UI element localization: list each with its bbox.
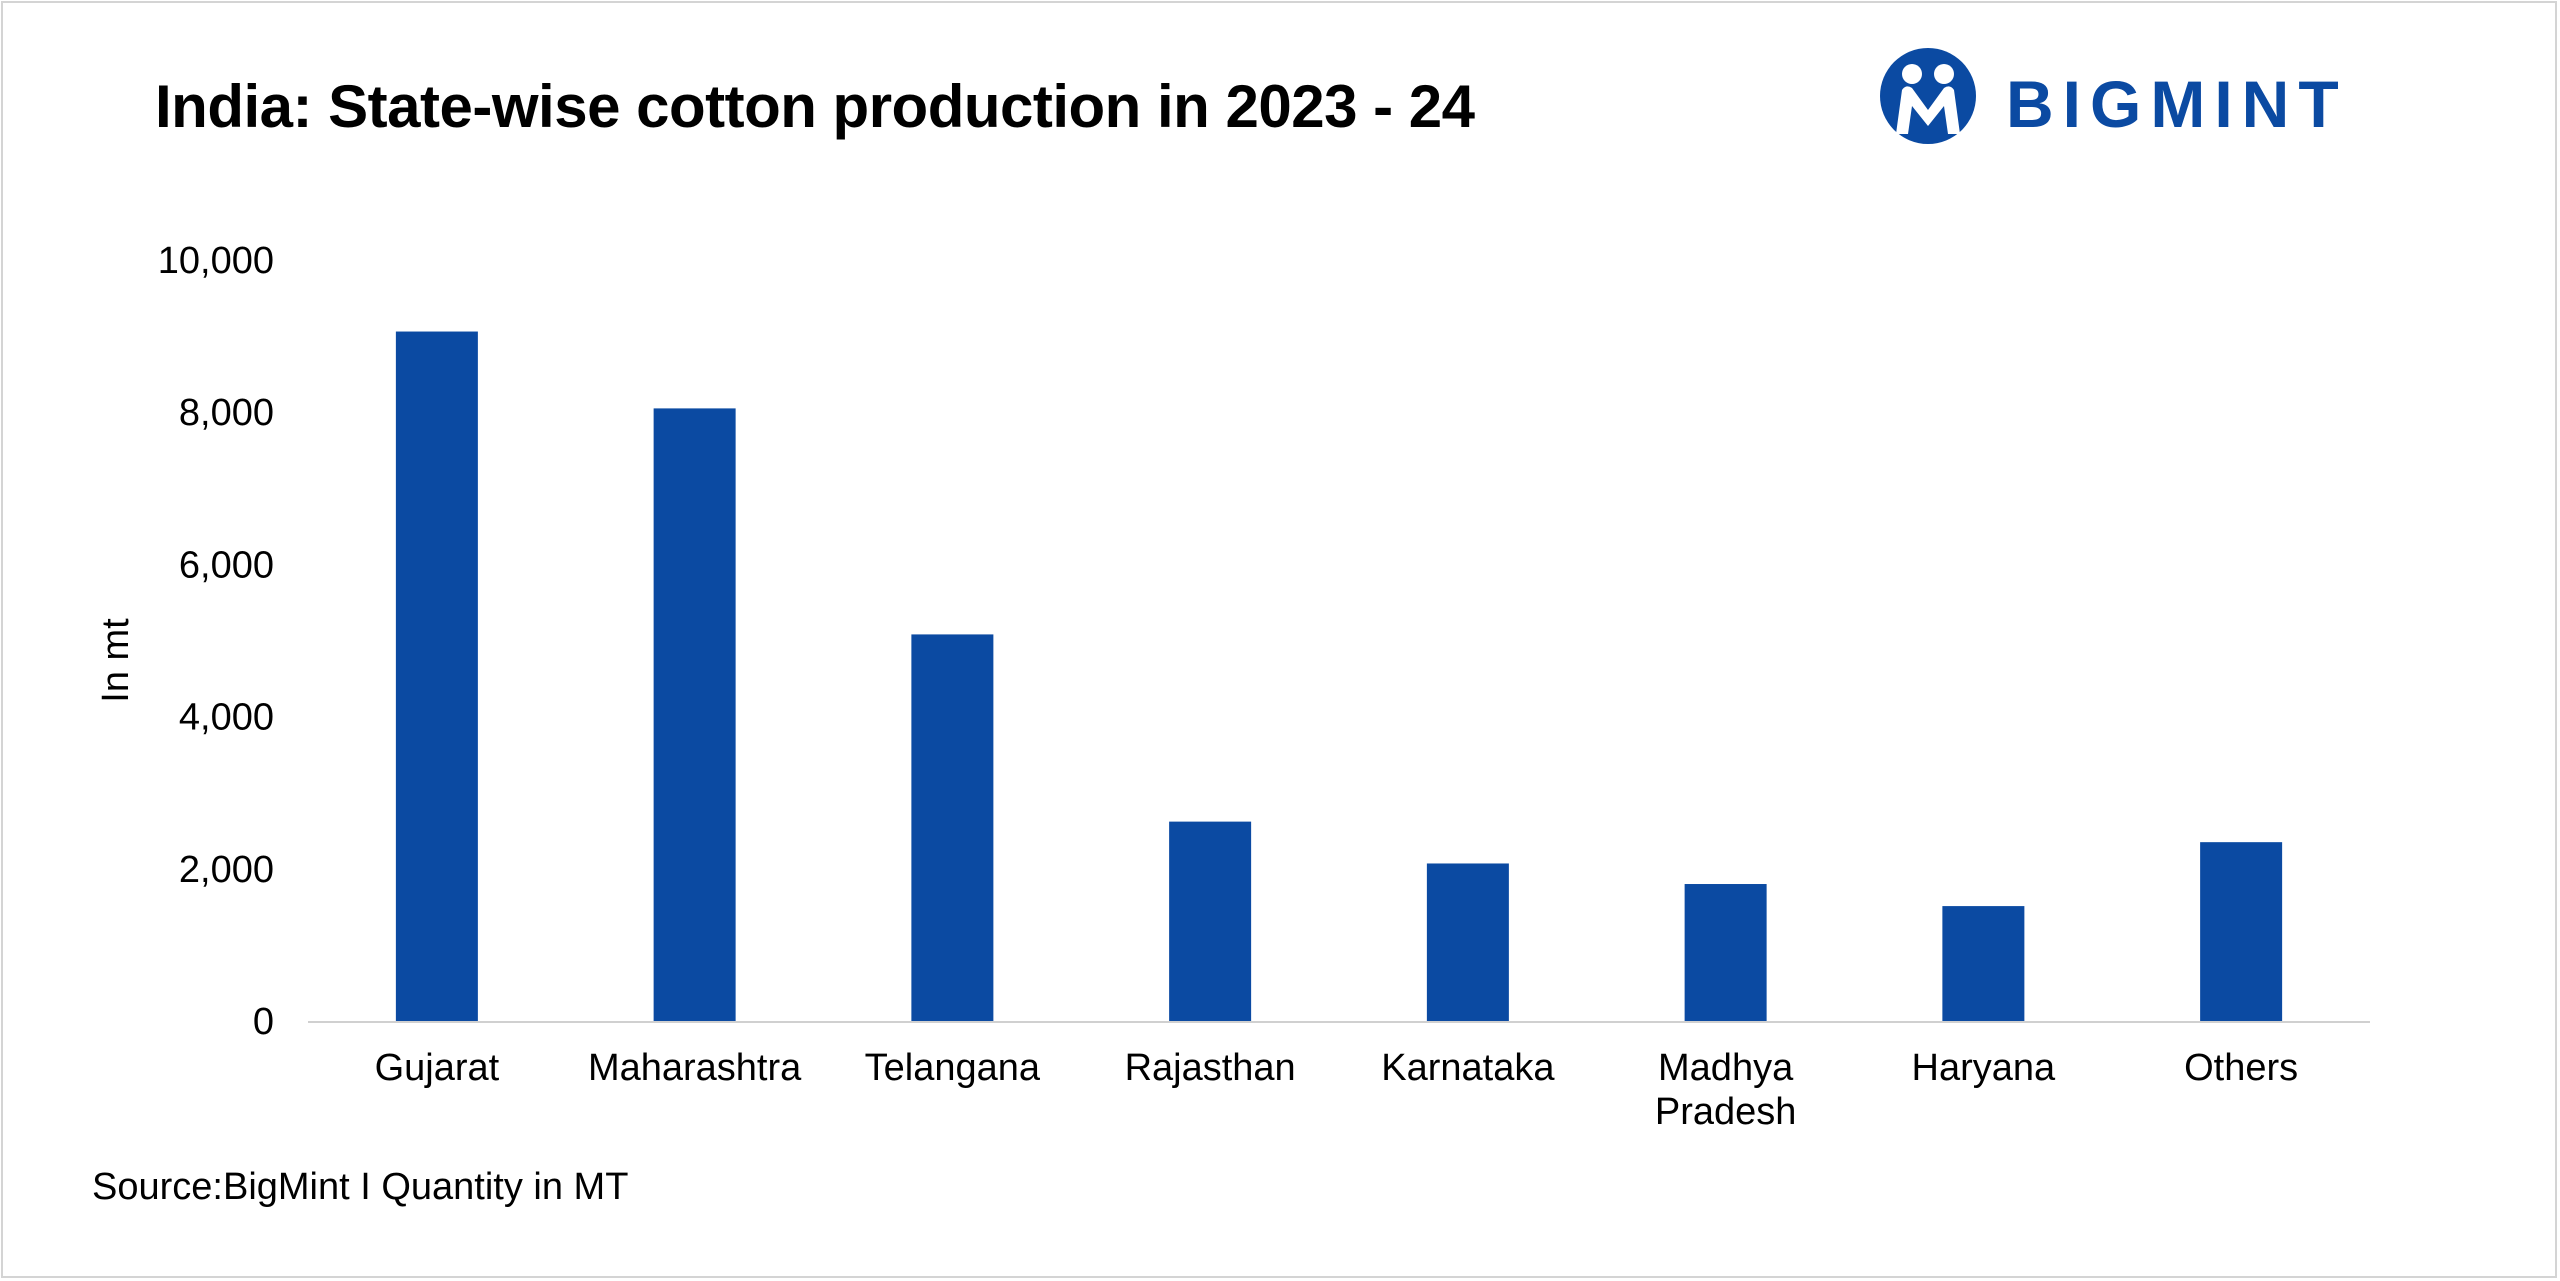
y-tick-label: 2,000 <box>179 849 274 891</box>
chart-title: India: State-wise cotton production in 2… <box>155 73 1475 140</box>
bar-gujarat <box>395 331 478 1021</box>
bar-karnataka <box>1426 863 1509 1021</box>
bar-telangana <box>911 634 994 1021</box>
x-tick-labels: Gujarat Maharashtra Telangana Rajasthan Karn… <box>375 1047 2299 1133</box>
x-tick-label: Madhya Pradesh <box>1655 1047 1797 1133</box>
y-tick-label: 0 <box>253 1001 274 1043</box>
x-tick-label: Gujarat <box>375 1047 500 1089</box>
bar-haryana <box>1942 906 2025 1021</box>
bar-maharashtra <box>653 408 736 1021</box>
bars <box>395 331 2283 1021</box>
x-tick-label: Telangana <box>865 1047 1041 1089</box>
bar-others <box>2200 842 2283 1021</box>
bar-rajasthan <box>1169 821 1252 1021</box>
source-text: BigMint I Quantity in MT <box>222 1166 629 1208</box>
y-tick-label: 4,000 <box>179 697 274 739</box>
x-tick-label: Haryana <box>1912 1047 2056 1089</box>
brand-logo-text: BIGMINT <box>2006 67 2348 141</box>
y-tick-labels: 0 2,000 4,000 6,000 8,000 10,000 <box>158 240 274 1043</box>
y-tick-label: 8,000 <box>179 392 274 434</box>
source-note: Source:BigMint I Quantity in MT <box>92 1166 628 1209</box>
bigmint-people-logo-icon <box>1880 48 1976 144</box>
y-axis-title: In mt <box>95 618 137 703</box>
y-tick-label: 6,000 <box>179 544 274 586</box>
brand-logo: BIGMINT <box>1878 46 2418 146</box>
y-tick-label: 10,000 <box>158 240 274 282</box>
x-tick-label: Others <box>2184 1047 2298 1089</box>
x-tick-label: Rajasthan <box>1125 1047 1296 1089</box>
source-prefix: Source: <box>92 1166 223 1208</box>
y-axis-title-group: In mt <box>95 618 137 703</box>
x-tick-label: Maharashtra <box>588 1047 802 1089</box>
x-tick-label: Karnataka <box>1381 1047 1555 1089</box>
bar-madhya-pradesh <box>1684 884 1767 1021</box>
